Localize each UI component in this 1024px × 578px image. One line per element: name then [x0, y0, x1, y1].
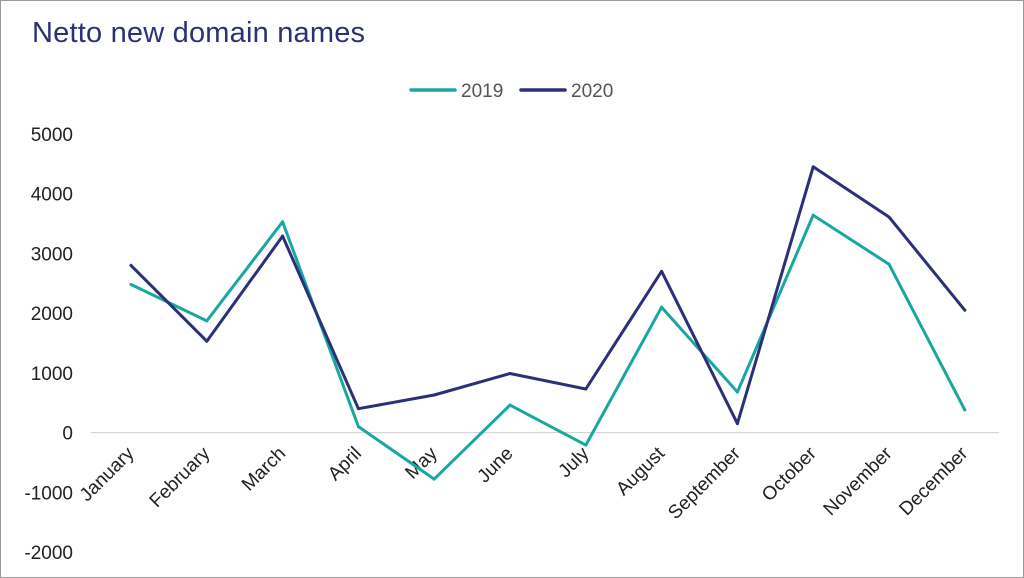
data-point-2020	[660, 269, 664, 273]
x-tick-label: July	[555, 443, 594, 482]
data-point-2020	[281, 234, 285, 238]
x-tick-label: November	[820, 443, 897, 520]
x-tick-label: September	[664, 443, 745, 524]
x-tick-label: October	[758, 443, 821, 506]
x-tick-label: January	[76, 443, 139, 506]
data-point-2020	[205, 339, 209, 343]
series-layer	[129, 165, 967, 481]
data-point-2020	[508, 371, 512, 375]
data-point-2019	[584, 443, 588, 447]
x-tick-label: June	[474, 443, 518, 487]
legend-label: 2020	[571, 81, 613, 102]
x-axis: January February March April May June July Augu…	[76, 431, 999, 524]
x-tick-label: April	[324, 443, 366, 485]
legend-label: 2019	[461, 81, 503, 102]
data-point-2020	[887, 215, 891, 219]
y-tick-label: -1000	[24, 483, 73, 504]
data-point-2020	[963, 308, 967, 312]
data-point-2019	[281, 220, 285, 224]
y-tick-label: 0	[62, 424, 73, 445]
series-line-2019	[129, 213, 967, 481]
y-axis: 5000 4000 3000 2000 1000 0 -1000 -2000	[24, 125, 73, 564]
data-point-2019	[356, 425, 360, 429]
chart-title: Netto new domain names	[32, 17, 366, 49]
x-tick-label: March	[238, 443, 290, 495]
y-tick-label: 4000	[31, 185, 73, 206]
data-point-2020	[735, 422, 739, 426]
y-tick-label: 2000	[31, 304, 73, 325]
data-point-2020	[811, 165, 815, 169]
data-point-2020	[129, 263, 133, 267]
x-tick-label: December	[896, 443, 973, 520]
data-point-2019	[887, 262, 891, 266]
x-tick-label: February	[146, 443, 215, 512]
data-point-2019	[963, 408, 967, 412]
y-tick-label: 1000	[31, 364, 73, 385]
data-point-2019	[129, 282, 133, 286]
data-point-2019	[660, 305, 664, 309]
series-line-2020	[129, 165, 967, 426]
data-point-2020	[584, 387, 588, 391]
legend: 2019 2020	[409, 81, 613, 102]
x-tick-label: August	[612, 443, 669, 500]
y-tick-label: -2000	[24, 543, 73, 564]
data-point-2020	[432, 393, 436, 397]
data-point-2020	[356, 407, 360, 411]
y-tick-label: 3000	[31, 244, 73, 265]
data-point-2019	[508, 403, 512, 407]
data-point-2019	[205, 319, 209, 323]
data-point-2019	[735, 390, 739, 394]
data-point-2019	[432, 477, 436, 481]
data-point-2019	[811, 213, 815, 217]
y-tick-label: 5000	[31, 125, 73, 146]
